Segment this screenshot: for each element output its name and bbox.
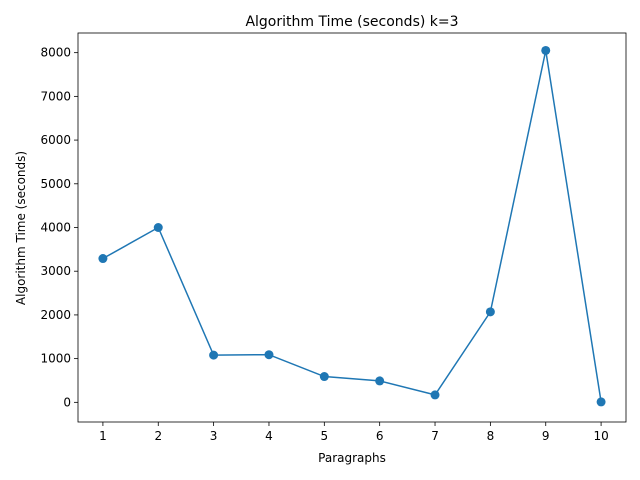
- y-tick-label: 4000: [40, 221, 71, 235]
- series-line: [102, 50, 602, 403]
- data-point: [98, 254, 108, 264]
- data-point: [375, 376, 385, 386]
- data-point: [430, 390, 440, 400]
- x-tick-label: 4: [265, 429, 273, 443]
- x-axis-label: Paragraphs: [318, 451, 386, 465]
- x-axis: 1 2 3 4 5 6 7 8 9 10: [99, 422, 609, 443]
- y-axis-label: Algorithm Time (seconds): [14, 151, 28, 305]
- x-tick-label: 2: [154, 429, 162, 443]
- data-point: [264, 350, 274, 360]
- x-tick-label: 5: [321, 429, 329, 443]
- chart-title: Algorithm Time (seconds) k=3: [245, 14, 458, 30]
- y-tick-label: 5000: [40, 177, 71, 191]
- data-point: [485, 307, 495, 317]
- y-tick-label: 8000: [40, 46, 71, 60]
- plot-area: [98, 45, 606, 407]
- y-tick-label: 1000: [40, 352, 71, 366]
- y-tick-label: 6000: [40, 133, 71, 147]
- data-point: [153, 223, 163, 232]
- y-tick-label: 2000: [40, 308, 71, 322]
- data-point: [541, 45, 551, 55]
- x-tick-label: 7: [431, 429, 439, 443]
- x-tick-label: 9: [542, 429, 550, 443]
- y-tick-label: 0: [63, 395, 71, 409]
- y-axis: 0 1000 2000 3000 4000 5000 6000 7000 8000: [40, 46, 78, 409]
- x-tick-label: 10: [593, 429, 608, 443]
- x-tick-label: 8: [487, 429, 495, 443]
- x-tick-label: 6: [376, 429, 384, 443]
- data-point: [596, 397, 606, 407]
- x-tick-label: 3: [210, 429, 218, 443]
- x-tick-label: 1: [99, 429, 107, 443]
- data-point: [209, 350, 219, 360]
- y-tick-label: 3000: [40, 264, 71, 278]
- data-point: [319, 372, 329, 382]
- y-tick-label: 7000: [40, 89, 71, 103]
